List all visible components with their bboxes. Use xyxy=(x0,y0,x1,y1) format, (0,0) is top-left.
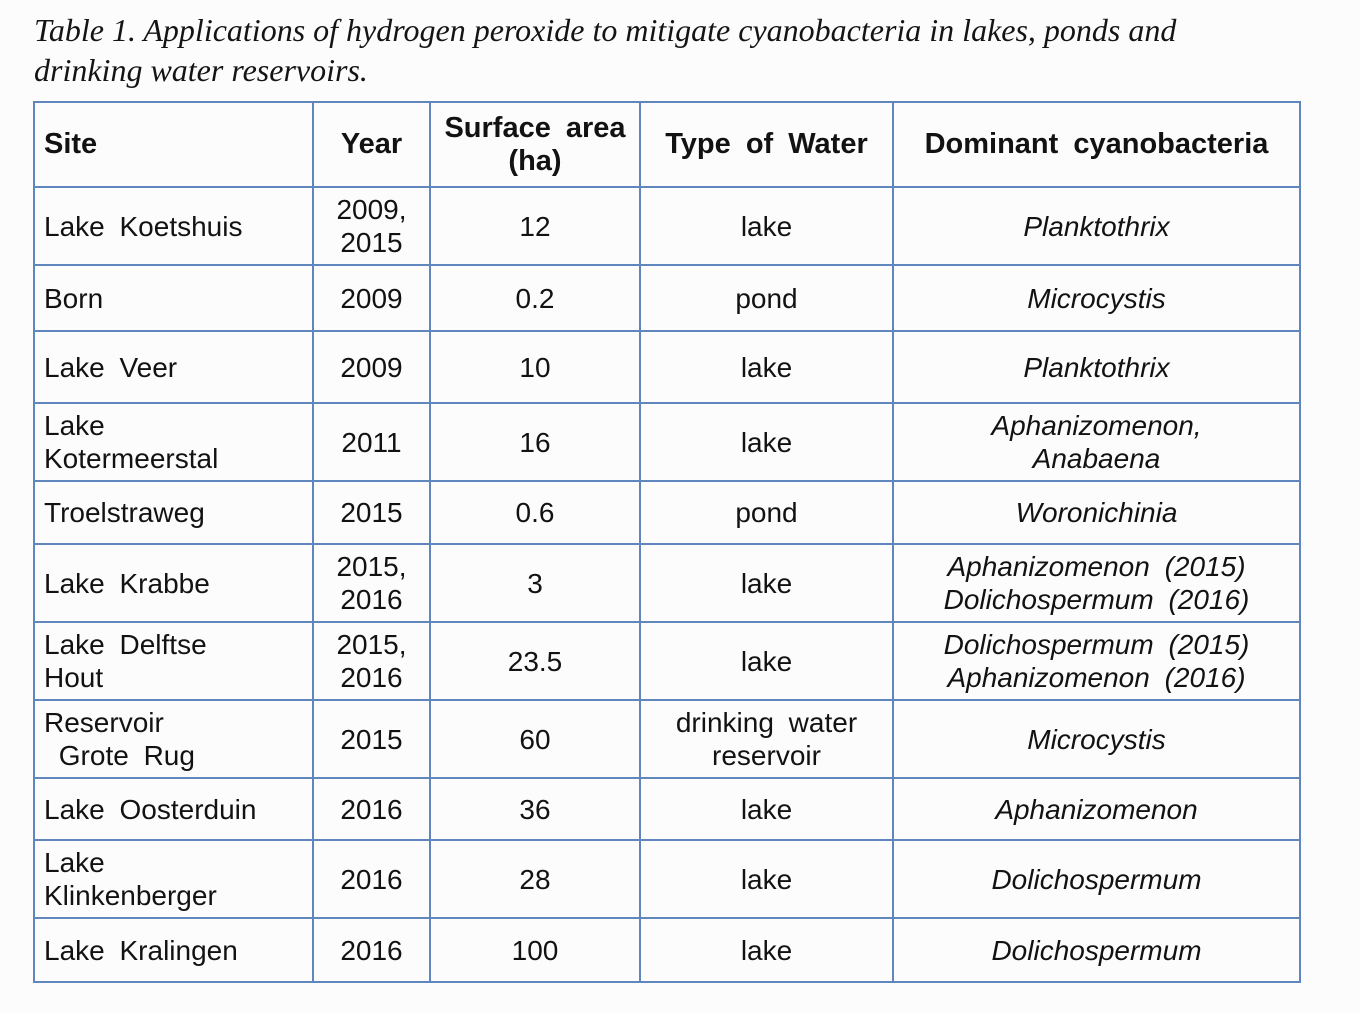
cell-area: 60 xyxy=(429,699,641,779)
cell-site: Lake Koetshuis xyxy=(33,186,314,266)
cell-area: 23.5 xyxy=(429,621,641,701)
column-header-type-of-water: Type of Water xyxy=(639,101,894,188)
cell-cyanobacteria: Planktothrix xyxy=(892,186,1301,266)
cell-area: 36 xyxy=(429,777,641,841)
cell-site: Lake Veer xyxy=(33,330,314,404)
cell-water: drinking water reservoir xyxy=(639,699,894,779)
cell-water: lake xyxy=(639,186,894,266)
cell-year: 2015, 2016 xyxy=(312,621,431,701)
cell-area: 12 xyxy=(429,186,641,266)
applications-table: Site Year Surface area (ha) Type of Wate… xyxy=(33,101,1301,983)
cell-cyanobacteria: Dolichospermum (2015) Aphanizomenon (201… xyxy=(892,621,1301,701)
cell-year: 2011 xyxy=(312,402,431,482)
cell-site: Lake Krabbe xyxy=(33,543,314,623)
table-row: Lake Kralingen 2016 100 lake Dolichosper… xyxy=(33,917,1301,983)
cell-year: 2015 xyxy=(312,699,431,779)
column-header-surface-area: Surface area (ha) xyxy=(429,101,641,188)
cell-year: 2016 xyxy=(312,777,431,841)
cell-year: 2016 xyxy=(312,839,431,919)
cell-area: 100 xyxy=(429,917,641,983)
cell-area: 0.2 xyxy=(429,264,641,332)
cell-water: lake xyxy=(639,330,894,404)
column-header-dominant-cyanobacteria: Dominant cyanobacteria xyxy=(892,101,1301,188)
cell-area: 0.6 xyxy=(429,480,641,545)
cell-cyanobacteria: Aphanizomenon (2015) Dolichospermum (201… xyxy=(892,543,1301,623)
cell-cyanobacteria: Dolichospermum xyxy=(892,839,1301,919)
header-row: Site Year Surface area (ha) Type of Wate… xyxy=(33,101,1301,188)
cell-site: Born xyxy=(33,264,314,332)
cell-cyanobacteria: Planktothrix xyxy=(892,330,1301,404)
cell-area: 10 xyxy=(429,330,641,404)
table-row: Lake Delftse Hout 2015, 2016 23.5 lake D… xyxy=(33,621,1301,701)
table-row: Troelstraweg 2015 0.6 pond Woronichinia xyxy=(33,480,1301,545)
cell-water: lake xyxy=(639,621,894,701)
column-header-year: Year xyxy=(312,101,431,188)
cell-cyanobacteria: Microcystis xyxy=(892,264,1301,332)
cell-site: Lake Kotermeerstal xyxy=(33,402,314,482)
table-row: Lake Krabbe 2015, 2016 3 lake Aphanizome… xyxy=(33,543,1301,623)
cell-site: Reservoir Grote Rug xyxy=(33,699,314,779)
cell-site: Lake Delftse Hout xyxy=(33,621,314,701)
cell-water: lake xyxy=(639,917,894,983)
cell-cyanobacteria: Aphanizomenon, Anabaena xyxy=(892,402,1301,482)
cell-year: 2016 xyxy=(312,917,431,983)
table-row: Lake Veer 2009 10 lake Planktothrix xyxy=(33,330,1301,404)
cell-site: Lake Kralingen xyxy=(33,917,314,983)
cell-cyanobacteria: Aphanizomenon xyxy=(892,777,1301,841)
cell-area: 16 xyxy=(429,402,641,482)
cell-site: Lake Oosterduin xyxy=(33,777,314,841)
cell-area: 3 xyxy=(429,543,641,623)
cell-site: Troelstraweg xyxy=(33,480,314,545)
column-header-site: Site xyxy=(33,101,314,188)
cell-year: 2015 xyxy=(312,480,431,545)
cell-year: 2009 xyxy=(312,264,431,332)
cell-water: pond xyxy=(639,264,894,332)
cell-water: lake xyxy=(639,777,894,841)
cell-water: lake xyxy=(639,543,894,623)
cell-year: 2015, 2016 xyxy=(312,543,431,623)
cell-area: 28 xyxy=(429,839,641,919)
cell-cyanobacteria: Dolichospermum xyxy=(892,917,1301,983)
cell-water: pond xyxy=(639,480,894,545)
cell-year: 2009, 2015 xyxy=(312,186,431,266)
table-row: Lake Oosterduin 2016 36 lake Aphanizomen… xyxy=(33,777,1301,841)
cell-water: lake xyxy=(639,402,894,482)
table-row: Born 2009 0.2 pond Microcystis xyxy=(33,264,1301,332)
table-caption: Table 1. Applications of hydrogen peroxi… xyxy=(34,12,1177,88)
cell-cyanobacteria: Woronichinia xyxy=(892,480,1301,545)
table-row: Lake Klinkenberger 2016 28 lake Dolichos… xyxy=(33,839,1301,919)
cell-cyanobacteria: Microcystis xyxy=(892,699,1301,779)
table-row: Lake Koetshuis 2009, 2015 12 lake Plankt… xyxy=(33,186,1301,266)
cell-water: lake xyxy=(639,839,894,919)
table-row: Lake Kotermeerstal 2011 16 lake Aphanizo… xyxy=(33,402,1301,482)
table-row: Reservoir Grote Rug 2015 60 drinking wat… xyxy=(33,699,1301,779)
cell-year: 2009 xyxy=(312,330,431,404)
cell-site: Lake Klinkenberger xyxy=(33,839,314,919)
